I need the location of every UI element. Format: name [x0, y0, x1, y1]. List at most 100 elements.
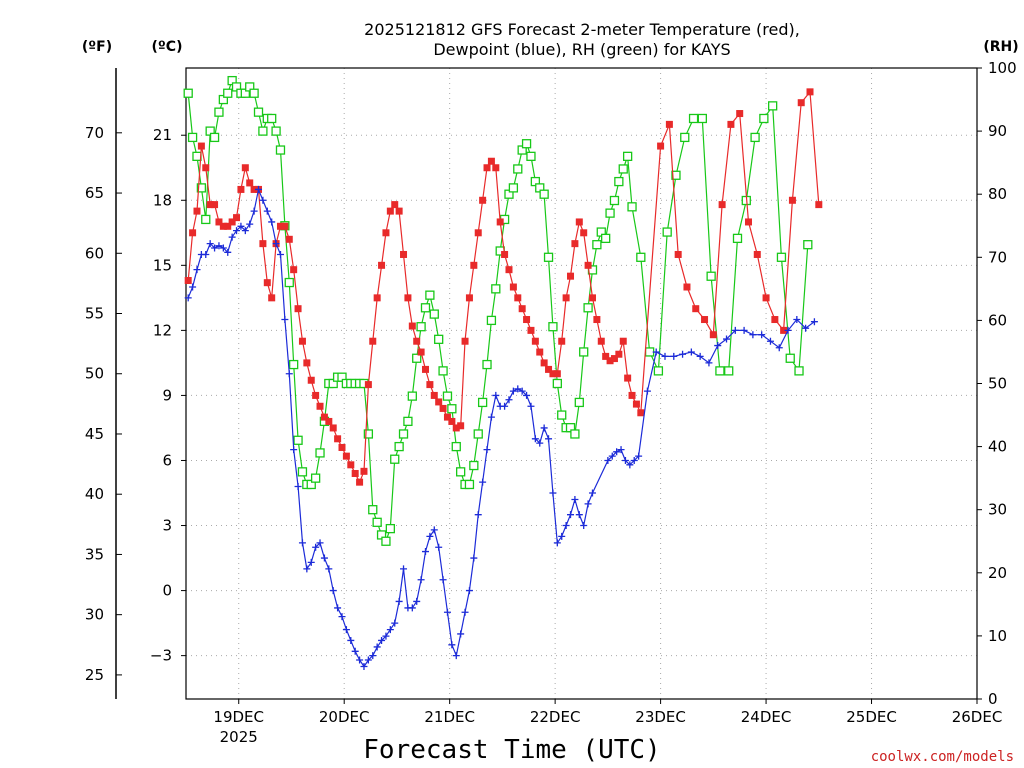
rh-point — [618, 164, 628, 174]
dewpoint-point — [430, 526, 438, 534]
dewpoint-point — [705, 359, 713, 367]
dewpoint-point — [479, 478, 487, 486]
fahrenheit-tick-label: 50 — [85, 365, 104, 383]
dewpoint-point — [626, 461, 634, 469]
dewpoint-point — [514, 385, 522, 393]
rh-point — [451, 441, 461, 452]
fahrenheit-tick-label: 65 — [85, 184, 104, 202]
dewpoint-point — [461, 608, 469, 616]
temperature-point — [307, 376, 315, 384]
dewpoint-point — [549, 489, 557, 497]
dewpoint-point — [382, 632, 390, 640]
rh-point — [482, 359, 492, 370]
temperature-point — [692, 305, 700, 313]
chart-title-line-2: Dewpoint (blue), RH (green) for KAYS — [433, 40, 730, 59]
rh-point — [214, 107, 224, 117]
dewpoint-point — [584, 500, 592, 508]
rh-point — [447, 404, 457, 414]
rh-point — [592, 240, 602, 250]
rh-point — [416, 322, 426, 332]
temperature-point — [325, 417, 333, 425]
dewpoint-point — [347, 636, 355, 644]
dewpoint-point — [285, 370, 293, 378]
temperature-point — [202, 164, 210, 172]
dewpoint-point — [608, 452, 616, 460]
dewpoint-point — [470, 554, 478, 562]
dewpoint-point — [448, 641, 456, 649]
rh-point — [394, 441, 404, 452]
dewpoint-point — [457, 630, 465, 638]
temperature-point — [701, 316, 709, 324]
dewpoint-point — [356, 656, 364, 664]
temperature-point — [298, 337, 306, 345]
temperature-point — [606, 357, 614, 365]
dewpoint-point — [580, 522, 588, 530]
rh-point — [601, 233, 611, 244]
chart-title-line-1: 2025121812 GFS Forecast 2-meter Temperat… — [364, 20, 800, 39]
temperature-point — [206, 201, 214, 209]
rh-point — [267, 113, 277, 124]
temperature-point — [373, 294, 381, 302]
dewpoint-point — [749, 331, 757, 339]
temperature-point — [452, 424, 460, 432]
temperature-point — [250, 185, 258, 193]
temperature-point — [487, 157, 495, 165]
fahrenheit-tick-label: 45 — [85, 425, 104, 443]
temperature-point — [571, 240, 579, 248]
x-tick-label: 20DEC — [319, 708, 370, 726]
rh-point — [469, 460, 479, 471]
rh-point — [688, 113, 699, 124]
rh-tick-label: 70 — [988, 248, 1007, 266]
dewpoint-point — [731, 326, 739, 334]
temperature-point — [501, 250, 509, 258]
temperature-point — [531, 337, 539, 345]
fahrenheit-tick-label: 30 — [85, 606, 104, 624]
rh-point — [759, 113, 769, 124]
dewpoint-series — [184, 185, 818, 670]
dewpoint-point — [575, 511, 583, 519]
temperature-point — [545, 365, 553, 373]
rh-point — [412, 353, 422, 363]
temperature-point — [413, 337, 421, 345]
rh-point — [183, 88, 193, 98]
dewpoint-point — [558, 532, 566, 540]
temperature-point — [788, 196, 796, 204]
rh-point — [803, 240, 813, 250]
rh-point — [420, 303, 431, 313]
temperature-point — [219, 222, 227, 230]
dewpoint-point — [562, 522, 570, 530]
temperature-point — [342, 452, 350, 460]
fahrenheit-tick-label: 60 — [85, 244, 104, 262]
fahrenheit-tick-label: 25 — [85, 666, 104, 684]
rh-tick-label: 30 — [988, 501, 1007, 519]
dewpoint-point — [426, 532, 434, 540]
temperature-point — [281, 222, 289, 230]
dewpoint-point — [272, 240, 280, 248]
rh-point — [526, 151, 536, 161]
temperature-point — [597, 337, 605, 345]
temperature-point — [448, 417, 456, 425]
temperature-point — [408, 322, 416, 330]
dewpoint-point — [435, 543, 443, 551]
dewpoint-point — [320, 554, 328, 562]
fahrenheit-tick-label: 70 — [85, 124, 104, 142]
temperature-point — [683, 283, 691, 291]
dewpoint-point — [802, 324, 810, 332]
rh-point — [671, 170, 681, 180]
rh-point — [653, 366, 664, 376]
dewpoint-point — [193, 266, 201, 274]
temperature-point — [709, 331, 717, 339]
rh-point — [442, 391, 453, 401]
x-tick-label: 26DEC — [952, 708, 1003, 726]
temperature-point — [338, 443, 346, 451]
dewpoint-point — [233, 227, 241, 235]
temperature-point — [540, 359, 548, 367]
celsius-tick-label: 18 — [153, 191, 172, 209]
dewpoint-point — [687, 348, 695, 356]
rh-point — [289, 359, 299, 370]
dewpoint-point — [250, 207, 258, 215]
temperature-point — [395, 207, 403, 215]
rh-point — [570, 429, 580, 439]
temperature-point — [259, 240, 267, 248]
rh-point — [385, 523, 395, 534]
